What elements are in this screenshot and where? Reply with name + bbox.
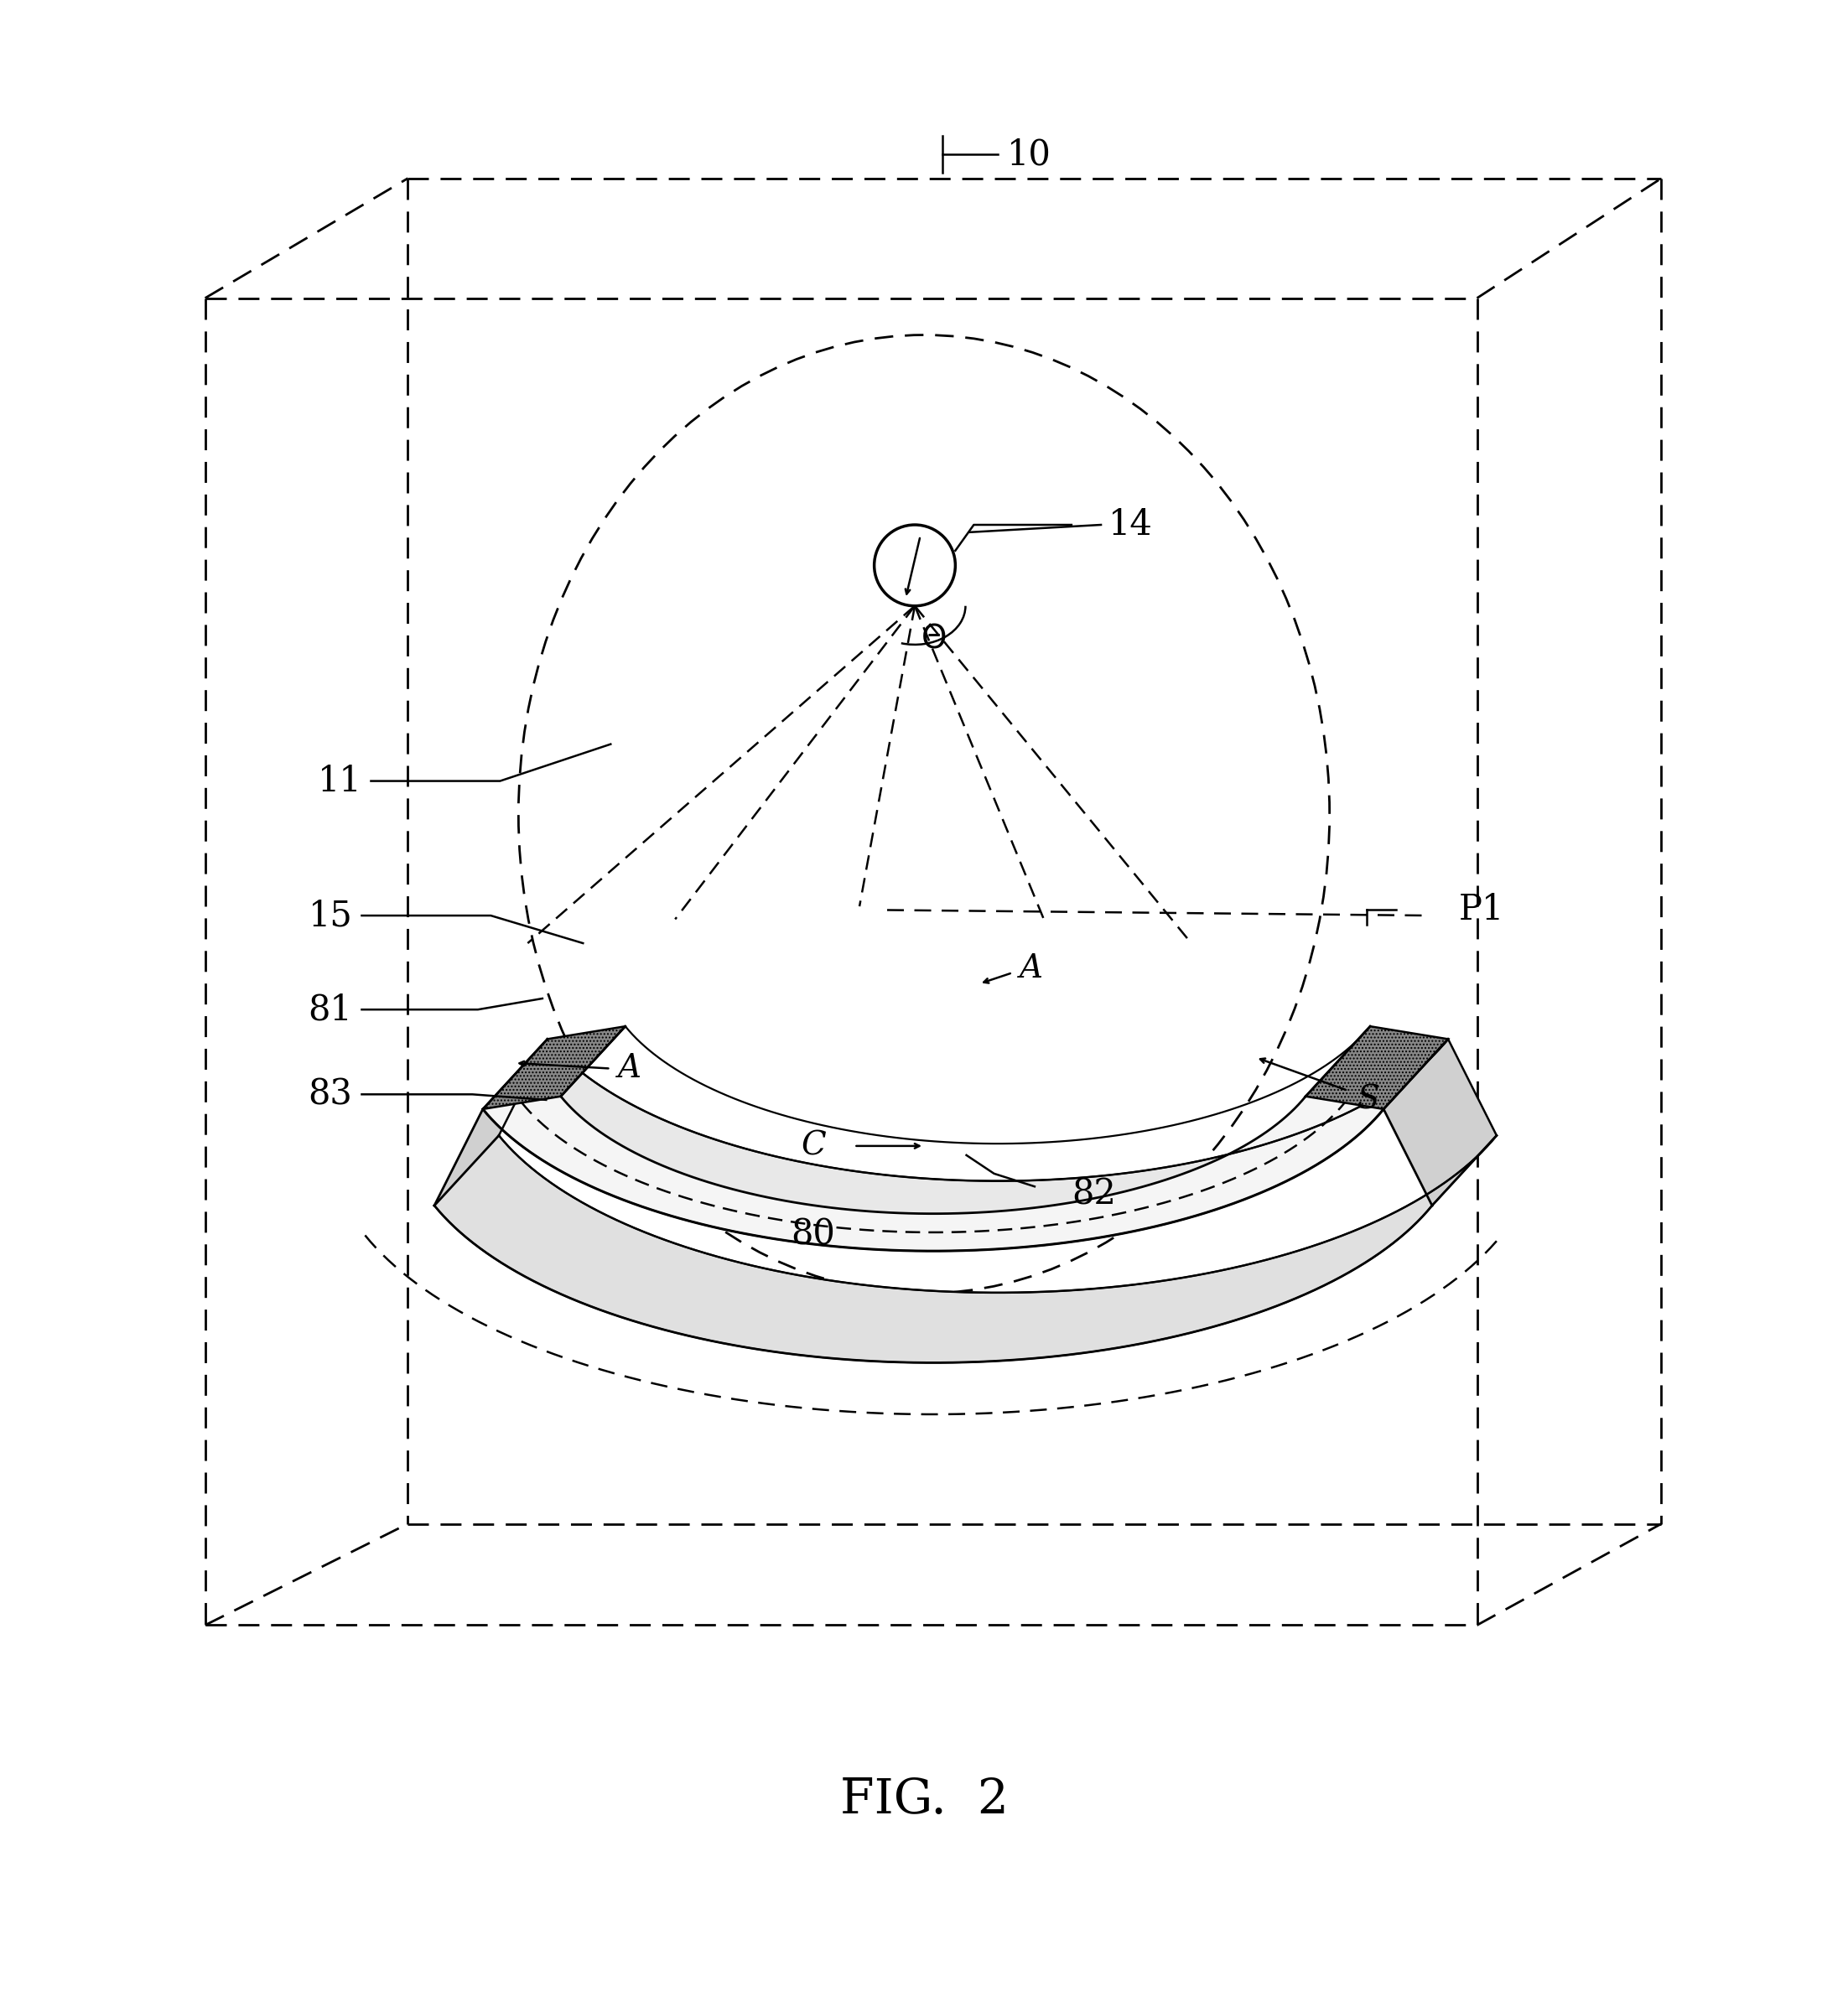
Polygon shape bbox=[434, 1136, 1497, 1362]
Text: 82: 82 bbox=[1072, 1176, 1116, 1212]
Polygon shape bbox=[482, 1038, 1449, 1250]
Circle shape bbox=[874, 525, 955, 605]
Text: FIG.  2: FIG. 2 bbox=[839, 1777, 1009, 1823]
Polygon shape bbox=[1384, 1038, 1497, 1206]
Text: P1: P1 bbox=[1458, 893, 1504, 929]
Text: 11: 11 bbox=[318, 763, 362, 799]
Polygon shape bbox=[1307, 1026, 1449, 1108]
Text: A: A bbox=[617, 1052, 641, 1084]
Text: 81: 81 bbox=[309, 993, 353, 1026]
Text: A: A bbox=[1020, 953, 1044, 985]
Text: 15: 15 bbox=[309, 899, 353, 933]
Polygon shape bbox=[482, 1096, 1384, 1250]
Text: 83: 83 bbox=[309, 1076, 353, 1112]
Text: 10: 10 bbox=[1007, 136, 1052, 172]
Text: 80: 80 bbox=[791, 1216, 835, 1252]
Text: 14: 14 bbox=[1109, 507, 1153, 543]
Text: $\Theta$: $\Theta$ bbox=[920, 623, 946, 655]
Polygon shape bbox=[482, 1026, 625, 1108]
Text: S: S bbox=[1356, 1084, 1379, 1116]
Text: C: C bbox=[800, 1130, 826, 1162]
Polygon shape bbox=[434, 1038, 547, 1206]
